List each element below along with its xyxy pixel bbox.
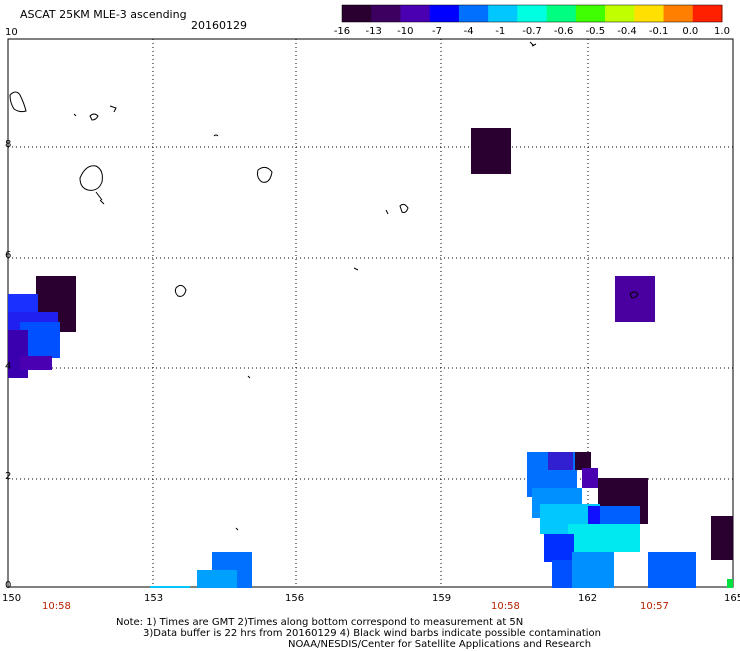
x-tick-153: 153 xyxy=(144,593,164,604)
colorbar-label: -4 xyxy=(463,26,474,37)
colorbar-label: -16 xyxy=(333,26,351,37)
map-date: 20160129 xyxy=(191,19,247,32)
wind-cell xyxy=(150,586,190,588)
colorbar-segment xyxy=(692,5,723,22)
colorbar-label: 0.0 xyxy=(682,26,699,37)
coastline xyxy=(109,105,117,113)
colorbar-label: -0.1 xyxy=(648,26,669,37)
time-label-3: 10:57 xyxy=(640,601,669,612)
x-tick-162: 162 xyxy=(578,593,598,604)
wind-cell xyxy=(727,579,733,588)
note-line-2: 3)Data buffer is 22 hrs from 20160129 4)… xyxy=(143,628,601,639)
coastline xyxy=(79,165,103,191)
y-tick-2: 2 xyxy=(5,471,12,482)
x-tick-150: 150 xyxy=(2,593,22,604)
wind-cell xyxy=(544,534,574,562)
colorbar-segment xyxy=(371,5,401,22)
colorbar-label: -13 xyxy=(365,26,382,37)
colorbar-label: -1 xyxy=(495,26,506,37)
wind-cell xyxy=(20,356,52,370)
colorbar-segment xyxy=(634,5,665,22)
coastline xyxy=(95,191,105,205)
x-tick-156: 156 xyxy=(285,593,305,604)
time-label-1: 10:58 xyxy=(42,601,71,612)
wind-cell xyxy=(572,552,614,588)
wind-cell xyxy=(575,452,591,470)
colorbar-label: -0.5 xyxy=(585,26,606,37)
colorbar-segment xyxy=(546,5,577,22)
wind-cell xyxy=(648,552,696,588)
colorbar-segment xyxy=(429,5,460,22)
wind-cell xyxy=(552,560,574,588)
colorbar-segment xyxy=(605,5,635,22)
coastline xyxy=(353,267,359,271)
coastline xyxy=(9,91,27,113)
colorbar-segment xyxy=(342,5,372,22)
coastline xyxy=(247,375,251,379)
colorbar-segment xyxy=(663,5,694,22)
wind-cell xyxy=(568,524,640,552)
colorbar-label: -10 xyxy=(397,26,414,37)
x-tick-165: 165 xyxy=(724,593,740,604)
note-line-3: NOAA/NESDIS/Center for Satellite Applica… xyxy=(288,639,592,650)
note-line-1: Note: 1) Times are GMT 2)Times along bot… xyxy=(116,617,524,628)
colorbar-segment xyxy=(517,5,548,22)
colorbar-label: -0.6 xyxy=(553,26,574,37)
coastline xyxy=(235,527,239,531)
coastline xyxy=(629,291,639,299)
colorbar-segment xyxy=(400,5,431,22)
coastline xyxy=(257,166,273,183)
wind-cell xyxy=(711,516,733,560)
coastline xyxy=(529,41,537,47)
coastline xyxy=(174,284,187,297)
wind-cell xyxy=(197,570,237,588)
coastline xyxy=(89,113,99,121)
wind-cell xyxy=(615,276,655,322)
y-tick-6: 6 xyxy=(5,250,12,261)
colorbar-label: -7 xyxy=(432,26,442,37)
wind-cell xyxy=(471,128,511,174)
y-tick-4: 4 xyxy=(5,361,12,372)
wind-cell xyxy=(600,506,640,524)
coastline xyxy=(399,203,409,213)
colorbar-segment xyxy=(458,5,489,22)
colorbar-label: -0.7 xyxy=(522,26,542,37)
y-tick-0: 0 xyxy=(5,580,12,591)
x-tick-159: 159 xyxy=(432,593,452,604)
colorbar-label: 1.0 xyxy=(714,26,730,37)
y-tick-10: 10 xyxy=(5,27,18,38)
wind-cell xyxy=(582,468,598,488)
colorbar xyxy=(341,4,723,23)
colorbar-segment xyxy=(488,5,518,22)
coastline xyxy=(385,209,389,215)
colorbar-segment xyxy=(575,5,606,22)
coastline xyxy=(213,134,219,137)
coastlines xyxy=(9,41,639,531)
time-label-2: 10:58 xyxy=(491,601,520,612)
coastline xyxy=(73,113,77,117)
map-title: ASCAT 25KM MLE-3 ascending xyxy=(20,8,187,21)
y-tick-8: 8 xyxy=(5,139,12,150)
colorbar-label: -0.4 xyxy=(617,26,637,37)
wind-data-cells xyxy=(8,128,733,588)
wind-cell xyxy=(548,452,573,470)
